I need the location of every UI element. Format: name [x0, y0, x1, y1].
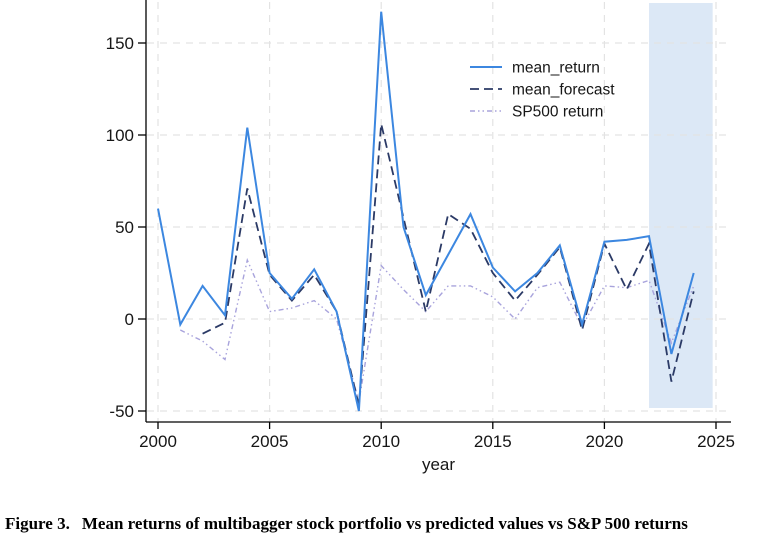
legend-label: SP500 return [512, 104, 603, 121]
x-tick-label: 2025 [697, 432, 735, 451]
x-tick-label: 2020 [585, 432, 623, 451]
legend-label: mean_return [512, 60, 600, 77]
x-tick-label: 2010 [362, 432, 400, 451]
figure-caption-text: Mean returns of multibagger stock portfo… [81, 514, 688, 533]
highlight-band [649, 3, 713, 408]
x-axis-label: year [422, 455, 455, 474]
y-tick-label: 100 [106, 126, 134, 145]
series-line-mean_forecast [202, 123, 695, 406]
x-tick-label: 2000 [139, 432, 177, 451]
line-chart: -50 0 50 100 150 2000 2005 2010 2015 2020 2025 year… [106, 0, 735, 474]
y-tick-label: 0 [125, 310, 134, 329]
x-tick-label: 2005 [251, 432, 289, 451]
y-tick-label: -50 [109, 402, 134, 421]
series-line-mean_return [157, 11, 695, 412]
figure-caption: Figure 3. Mean returns of multibagger sto… [5, 514, 777, 534]
series-line-sp500-return [179, 257, 695, 402]
y-tick-label: 150 [106, 34, 134, 53]
figure-caption-label: Figure 3. [5, 514, 70, 533]
y-tick-label: 50 [115, 218, 134, 237]
x-tick-label: 2015 [474, 432, 512, 451]
legend-label: mean_forecast [512, 82, 615, 99]
